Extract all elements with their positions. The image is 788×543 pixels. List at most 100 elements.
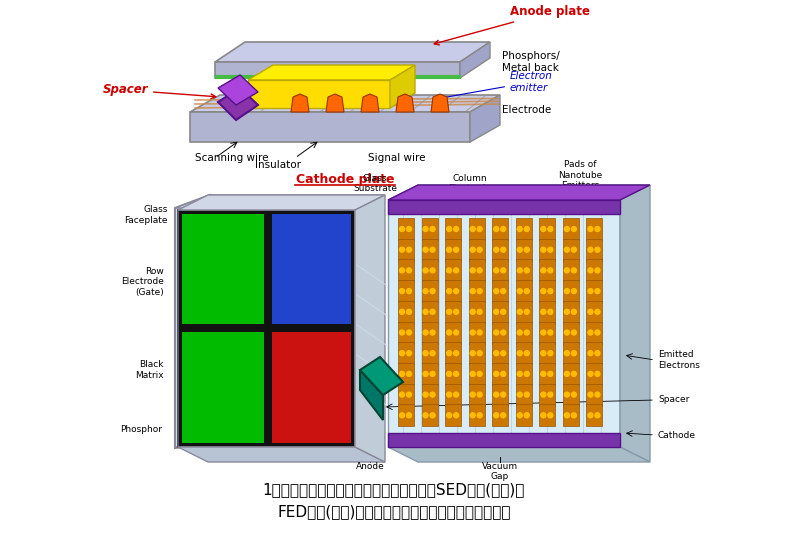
Circle shape [500,226,506,231]
Circle shape [588,247,593,252]
Circle shape [541,371,546,376]
Bar [563,405,579,426]
Circle shape [400,247,404,252]
Circle shape [478,371,482,376]
Circle shape [500,330,506,335]
Circle shape [595,351,600,356]
Circle shape [517,351,522,356]
Circle shape [500,247,506,252]
Bar [422,321,437,344]
Circle shape [500,371,506,376]
Bar [539,239,556,261]
Circle shape [517,392,522,397]
Circle shape [548,351,553,356]
Bar [398,405,414,426]
Circle shape [595,371,600,376]
Circle shape [548,413,553,418]
Circle shape [494,330,499,335]
Circle shape [524,288,530,294]
Circle shape [470,392,475,397]
Text: Column
Electrode: Column Electrode [448,174,492,193]
Circle shape [500,392,506,397]
Bar [586,383,603,406]
Polygon shape [431,94,449,112]
Circle shape [407,247,411,252]
Circle shape [447,247,452,252]
Bar [492,239,508,261]
Circle shape [423,351,428,356]
Circle shape [571,268,576,273]
Bar [492,218,508,240]
Circle shape [494,413,499,418]
Circle shape [430,247,435,252]
Circle shape [517,413,522,418]
Bar [422,260,437,281]
Text: Cathode plate: Cathode plate [296,174,394,186]
Circle shape [407,226,411,231]
Bar [563,260,579,281]
Circle shape [423,288,428,294]
Text: Pads of
Nanotube
Emitters: Pads of Nanotube Emitters [558,160,602,190]
Circle shape [571,413,576,418]
Bar [469,321,485,344]
Circle shape [470,288,475,294]
Bar [586,301,603,323]
Circle shape [470,268,475,273]
Circle shape [571,288,576,294]
Text: Anode plate: Anode plate [434,5,590,45]
Circle shape [564,351,570,356]
Circle shape [494,351,499,356]
Bar [492,405,508,426]
Bar [398,239,414,261]
Circle shape [407,288,411,294]
Circle shape [500,351,506,356]
Circle shape [447,288,452,294]
Circle shape [564,268,570,273]
Circle shape [454,330,459,335]
Circle shape [430,310,435,314]
Circle shape [454,226,459,231]
Polygon shape [248,65,415,80]
Bar [563,321,579,344]
Bar [516,280,532,302]
Bar [516,260,532,281]
Circle shape [548,371,553,376]
Circle shape [548,392,553,397]
Circle shape [524,392,530,397]
Circle shape [478,413,482,418]
Circle shape [407,268,411,273]
Circle shape [447,371,452,376]
Circle shape [541,268,546,273]
Circle shape [470,371,475,376]
Circle shape [524,268,530,273]
Text: Phosphors/
Metal back: Phosphors/ Metal back [502,51,559,73]
Circle shape [541,288,546,294]
Circle shape [400,351,404,356]
Bar [586,239,603,261]
Polygon shape [178,447,385,462]
Circle shape [494,268,499,273]
Circle shape [430,330,435,335]
Circle shape [548,310,553,314]
Circle shape [400,288,404,294]
Bar [516,321,532,344]
Polygon shape [388,185,650,200]
Circle shape [454,392,459,397]
Circle shape [595,288,600,294]
Bar [492,342,508,364]
Circle shape [494,226,499,231]
Polygon shape [396,94,414,112]
Text: Electron
emitter: Electron emitter [434,71,553,100]
Circle shape [500,310,506,314]
Circle shape [454,413,459,418]
Bar [563,218,579,240]
Circle shape [447,392,452,397]
Bar [492,383,508,406]
Bar [469,342,485,364]
Polygon shape [175,195,210,448]
Polygon shape [178,195,385,210]
Bar [398,383,414,406]
Bar [516,383,532,406]
Text: Cathode: Cathode [658,431,696,439]
Bar [445,280,461,302]
